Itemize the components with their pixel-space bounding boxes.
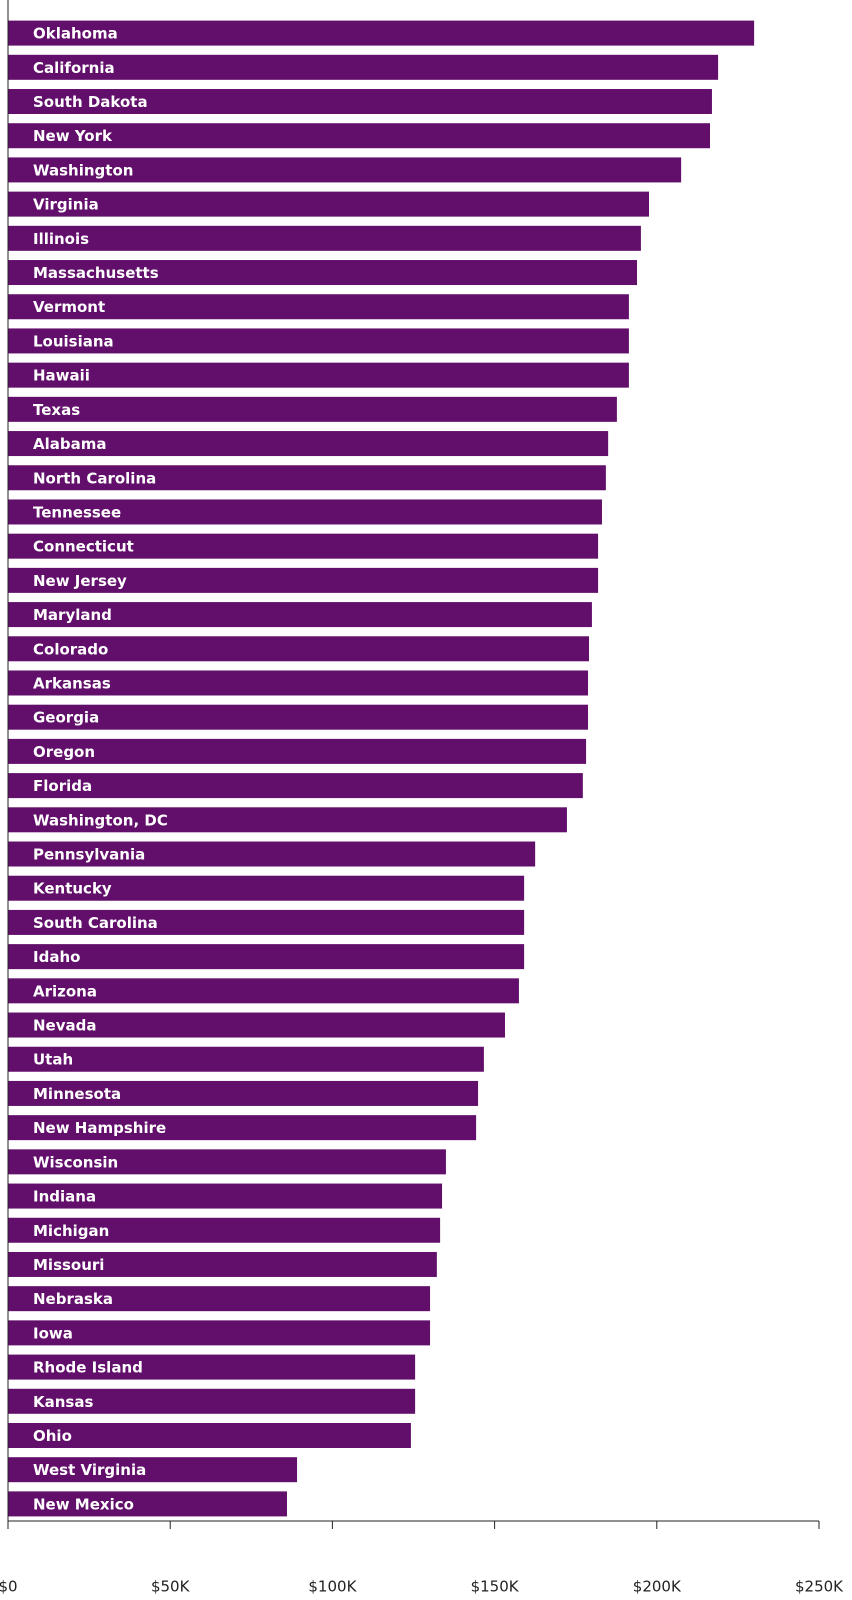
- bar: [8, 1457, 298, 1483]
- bar-label: Kentucky: [33, 880, 112, 898]
- bar-label: Arizona: [33, 982, 97, 1000]
- bar-label: Michigan: [33, 1222, 109, 1240]
- bar-label: Tennessee: [33, 503, 121, 521]
- bar: [8, 1012, 505, 1038]
- bar-label: Kansas: [33, 1393, 93, 1411]
- bar-label: Nebraska: [33, 1290, 113, 1308]
- bar: [8, 431, 609, 457]
- bar-label: Wisconsin: [33, 1153, 118, 1171]
- bar: [8, 1149, 446, 1175]
- bar-label: South Carolina: [33, 914, 158, 932]
- bar-label: Oregon: [33, 743, 95, 761]
- x-tick-label: $50K: [151, 1578, 191, 1596]
- bar-label: Nevada: [33, 1017, 97, 1035]
- bar-label: Louisiana: [33, 332, 114, 350]
- bar-label: Washington: [33, 161, 133, 179]
- bar-label: Texas: [33, 401, 80, 419]
- bar: [8, 807, 567, 833]
- bar: [8, 191, 650, 217]
- bar-label: Alabama: [33, 435, 106, 453]
- bar-label: Hawaii: [33, 367, 90, 385]
- bar-label: South Dakota: [33, 93, 148, 111]
- bar-label: New Hampshire: [33, 1119, 166, 1137]
- bar: [8, 670, 589, 696]
- bar-label: California: [33, 59, 115, 77]
- bar: [8, 123, 711, 149]
- bar-label: New Jersey: [33, 572, 127, 590]
- bar-label: Virginia: [33, 196, 99, 214]
- bar: [8, 636, 590, 662]
- bar: [8, 157, 682, 183]
- bar: [8, 1251, 437, 1277]
- bar: [8, 396, 617, 422]
- bar: [8, 1046, 484, 1072]
- bar-label: New Mexico: [33, 1495, 134, 1513]
- bar-label: Minnesota: [33, 1085, 121, 1103]
- x-tick-label: $250K: [795, 1578, 844, 1596]
- bar: [8, 260, 638, 286]
- bar-label: New York: [33, 127, 113, 145]
- bar: [8, 602, 592, 628]
- x-tick-label: $100K: [308, 1578, 357, 1596]
- bar: [8, 1388, 416, 1414]
- bar: [8, 1422, 411, 1448]
- bar: [8, 1354, 416, 1380]
- bar: [8, 362, 629, 388]
- bar-label: Iowa: [33, 1324, 73, 1342]
- bar-label: West Virginia: [33, 1461, 146, 1479]
- x-tick-label: $150K: [471, 1578, 520, 1596]
- bar-label: Colorado: [33, 640, 108, 658]
- bar-label: Ohio: [33, 1427, 72, 1445]
- bar: [8, 704, 589, 730]
- x-tick-label: $0: [0, 1578, 18, 1596]
- bar: [8, 533, 599, 559]
- bar: [8, 89, 712, 115]
- bar: [8, 294, 629, 320]
- bar-label: North Carolina: [33, 469, 156, 487]
- bar: [8, 773, 583, 799]
- bar: [8, 225, 641, 251]
- bar: [8, 978, 519, 1004]
- bar: [8, 1080, 479, 1106]
- bar: [8, 1217, 441, 1243]
- bar: [8, 738, 587, 764]
- bar: [8, 499, 602, 525]
- bar-label: Missouri: [33, 1256, 104, 1274]
- bar: [8, 465, 606, 491]
- bar-label: Florida: [33, 777, 92, 795]
- bar-label: Pennsylvania: [33, 846, 145, 864]
- bar-label: Arkansas: [33, 674, 111, 692]
- bar: [8, 909, 525, 935]
- bar-label: Rhode Island: [33, 1359, 143, 1377]
- bar-label: Oklahoma: [33, 25, 118, 43]
- bar: [8, 20, 755, 46]
- bar: [8, 1286, 431, 1312]
- bar-label: Indiana: [33, 1188, 96, 1206]
- bar: [8, 944, 525, 970]
- bar: [8, 1491, 287, 1517]
- bar: [8, 1183, 443, 1209]
- bar: [8, 875, 525, 901]
- bar: [8, 841, 536, 867]
- bar-label: Vermont: [33, 298, 105, 316]
- bar-label: Massachusetts: [33, 264, 159, 282]
- bar: [8, 1320, 431, 1346]
- bar: [8, 1115, 477, 1141]
- bar-label: Utah: [33, 1051, 73, 1069]
- bar: [8, 328, 629, 354]
- bar-label: Connecticut: [33, 538, 134, 556]
- bar-label: Maryland: [33, 606, 112, 624]
- bar-label: Washington, DC: [33, 811, 168, 829]
- bar-label: Illinois: [33, 230, 89, 248]
- bar-label: Georgia: [33, 709, 99, 727]
- bar: [8, 54, 719, 80]
- bar: [8, 567, 599, 593]
- x-tick-label: $200K: [633, 1578, 682, 1596]
- bar-label: Idaho: [33, 948, 80, 966]
